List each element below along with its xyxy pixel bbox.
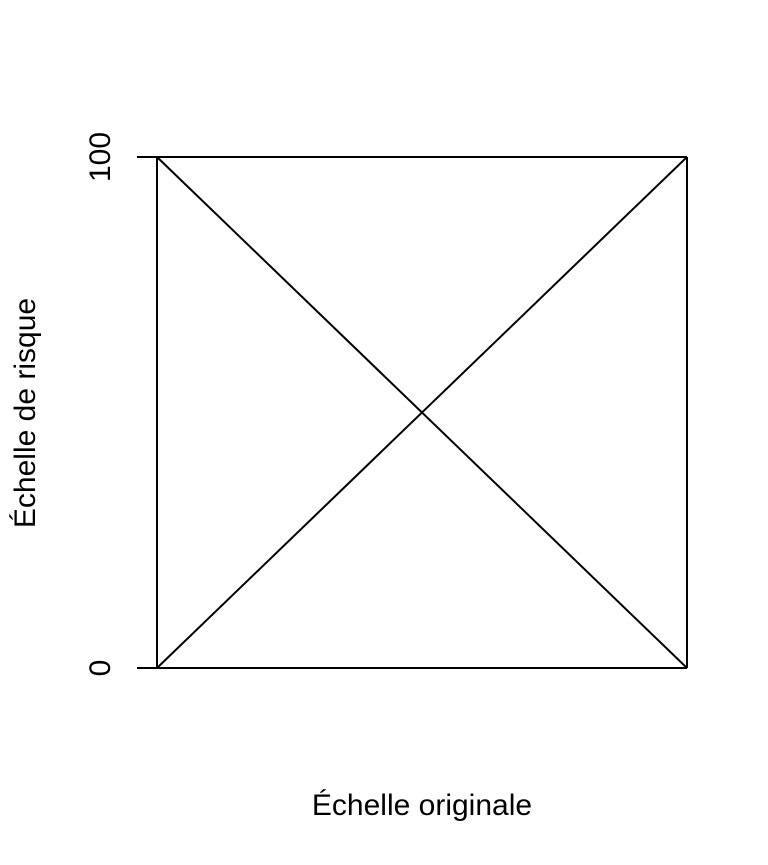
x-axis-label: Échelle originale — [312, 789, 532, 822]
y-tick-label: 100 — [84, 132, 117, 182]
y-axis-label: Échelle de risque — [9, 298, 42, 528]
y-axis: 0 100 — [84, 132, 158, 677]
series-lines — [156, 156, 688, 669]
series-line-2 — [156, 156, 688, 669]
y-tick-label: 0 — [84, 660, 117, 677]
